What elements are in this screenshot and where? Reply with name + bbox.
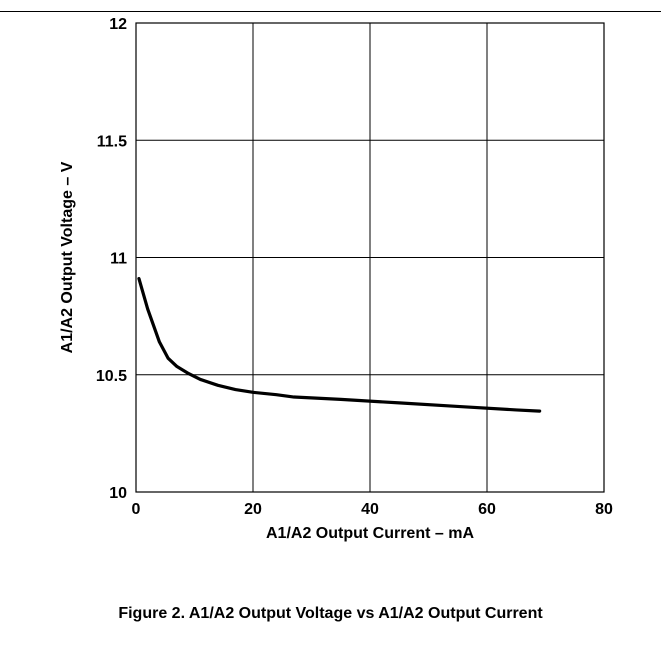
plot-frame [135, 22, 605, 493]
x-axis-title: A1/A2 Output Current – mA [266, 525, 474, 542]
chart: 10 10.5 11 11.5 12 0 20 40 60 80 A1/A2 Output Cu… [59, 16, 613, 542]
x-tick-label: 20 [244, 501, 262, 518]
series-layer [137, 277, 542, 413]
x-tick-label: 60 [478, 501, 496, 518]
x-tick-labels: 0 20 40 60 80 [132, 501, 613, 518]
x-tick-label: 0 [132, 501, 141, 518]
y-axis-title: A1/A2 Output Voltage – V [59, 161, 76, 353]
y-tick-labels: 10 10.5 11 11.5 12 [96, 16, 127, 502]
top-rule [0, 11, 661, 12]
y-tick-label: 12 [109, 16, 127, 33]
x-tick-label: 80 [595, 501, 613, 518]
y-tick-label: 10.5 [96, 368, 127, 385]
series-line [137, 277, 542, 413]
y-tick-label: 10 [109, 485, 127, 502]
grid [135, 22, 605, 493]
y-tick-label: 11.5 [97, 133, 127, 150]
x-tick-label: 40 [361, 501, 379, 518]
y-tick-label: 11 [110, 251, 127, 268]
figure-caption: Figure 2. A1/A2 Output Voltage vs A1/A2 … [118, 605, 543, 622]
